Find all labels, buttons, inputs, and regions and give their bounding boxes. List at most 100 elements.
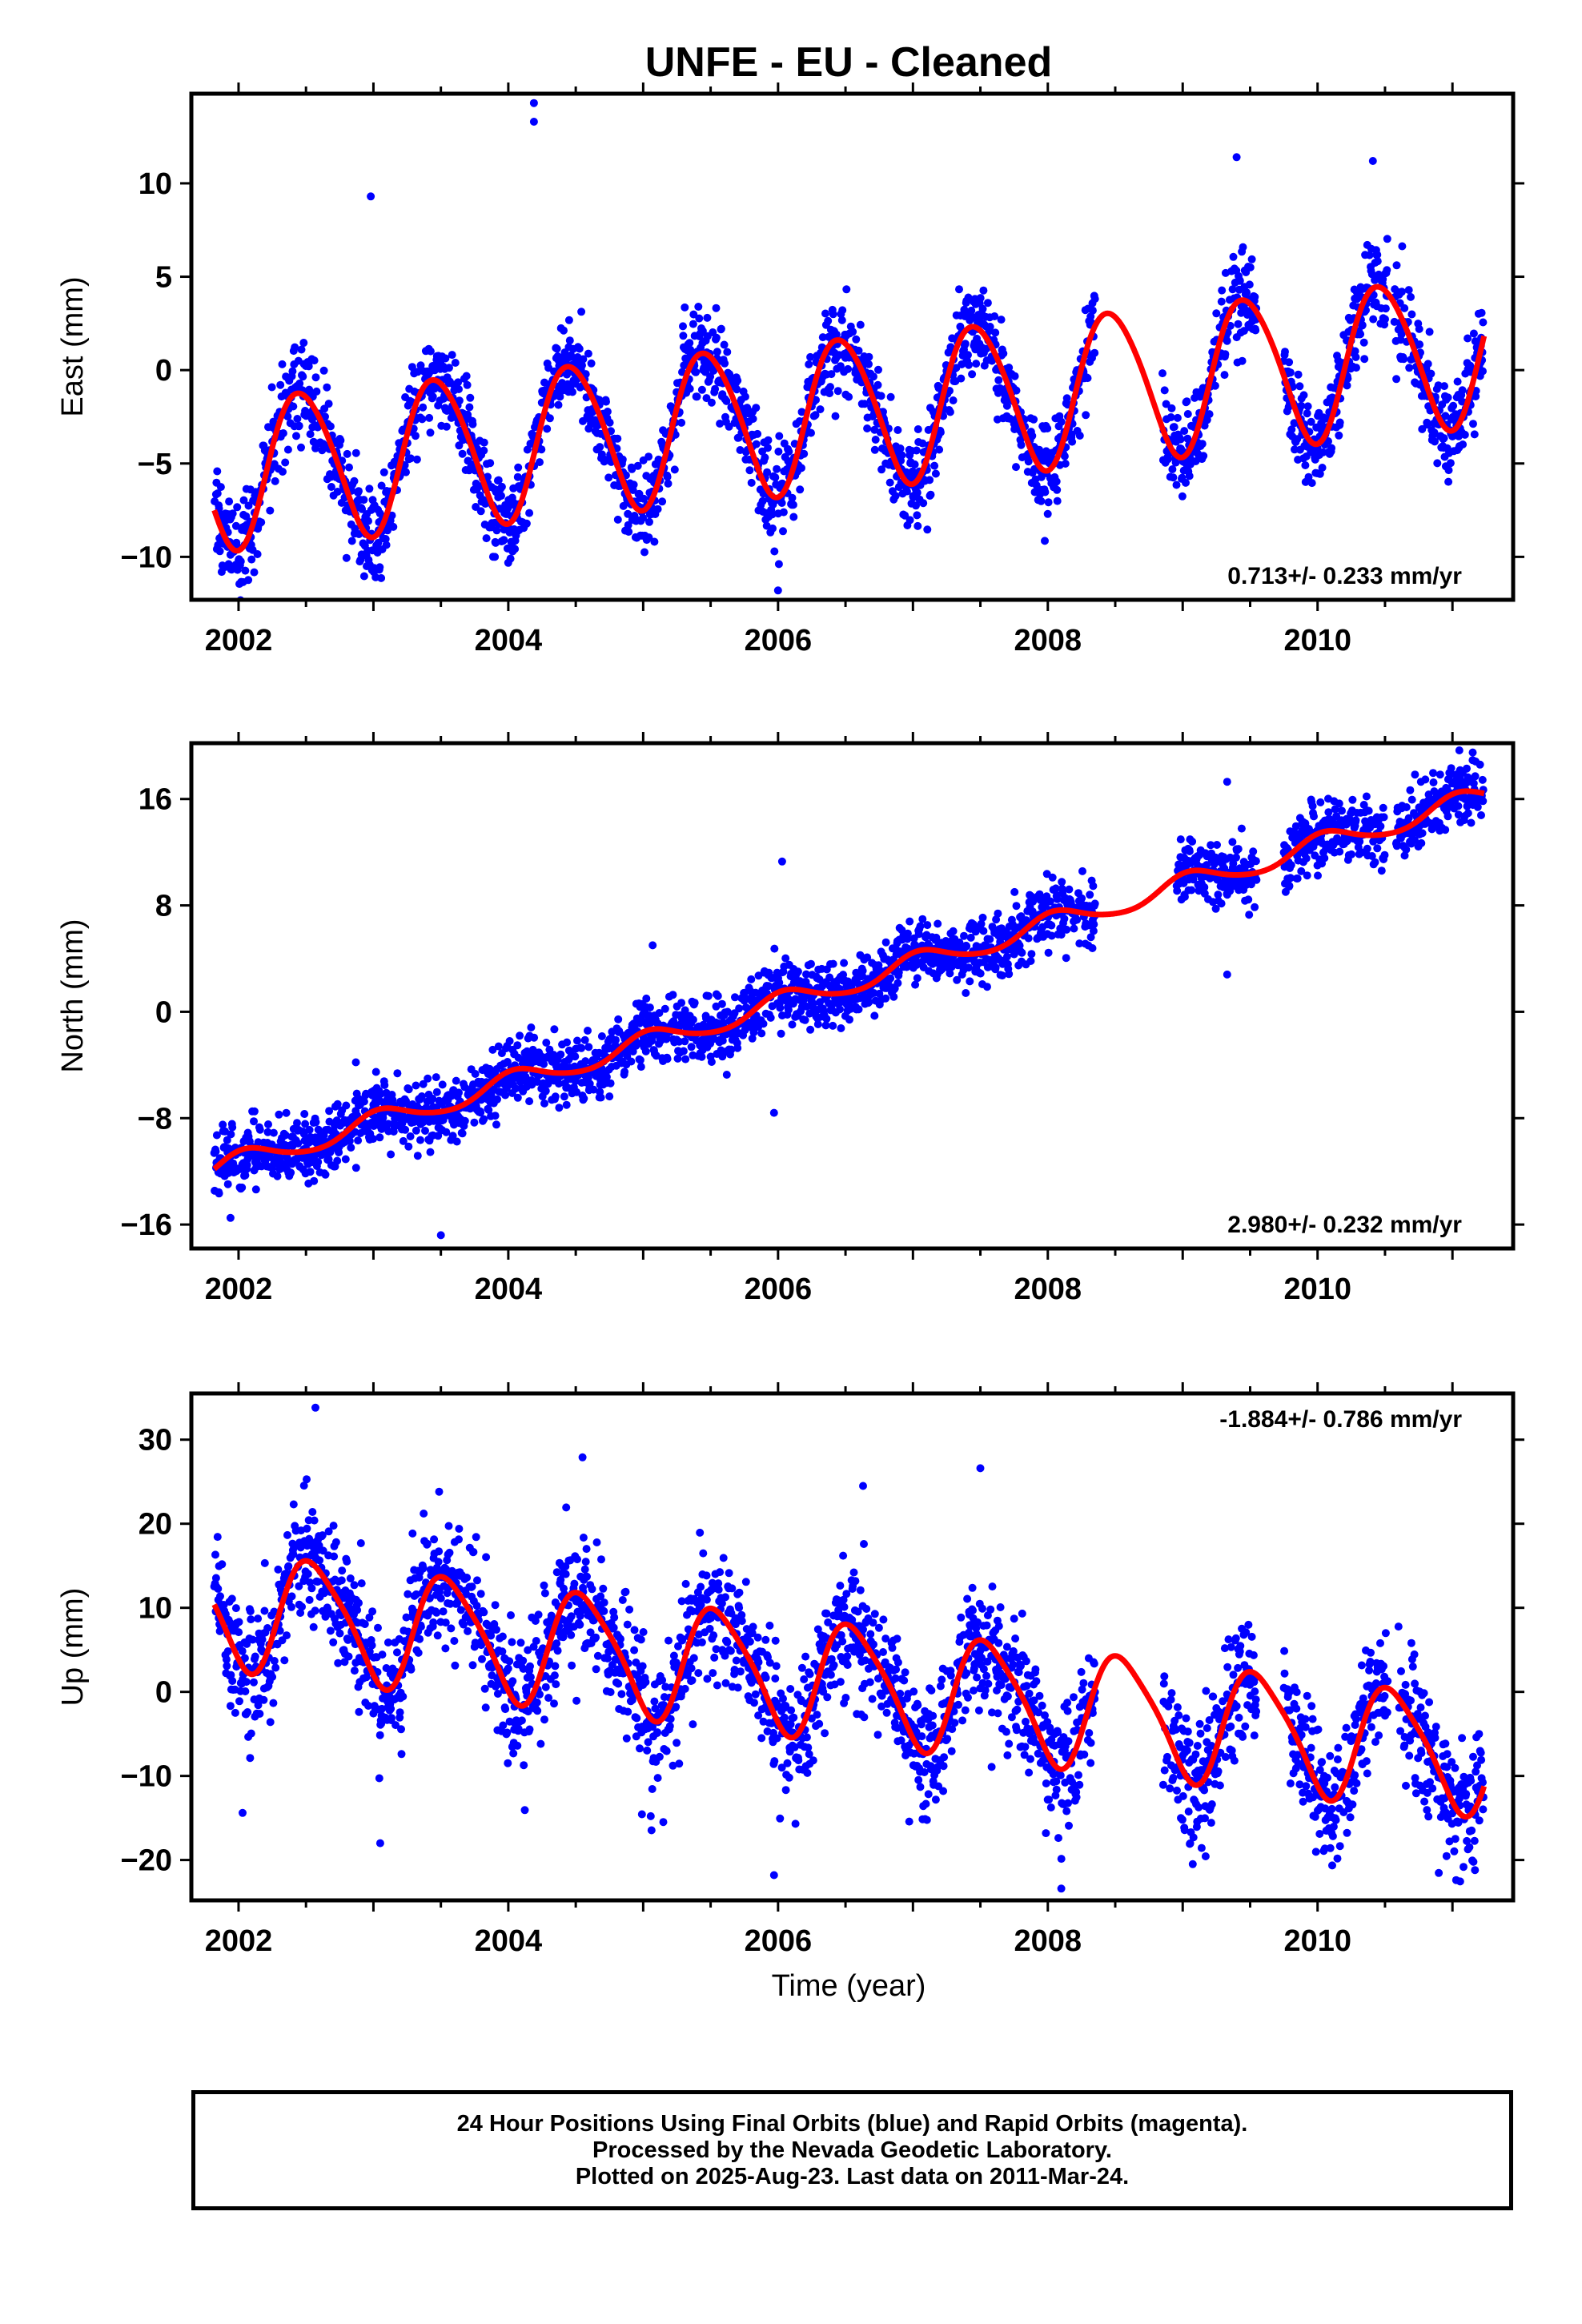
data-point — [351, 1164, 360, 1172]
data-point — [573, 1036, 581, 1045]
data-point — [1082, 411, 1090, 420]
data-point — [1365, 251, 1374, 259]
data-point — [455, 396, 464, 405]
data-point — [1172, 480, 1181, 489]
data-point — [266, 506, 275, 515]
x-tick-label: 2010 — [1283, 624, 1351, 657]
data-point — [707, 1058, 716, 1066]
data-point — [877, 392, 885, 400]
data-point — [333, 1156, 342, 1165]
data-point — [513, 1093, 522, 1102]
data-point — [966, 977, 974, 986]
data-point — [930, 461, 939, 470]
data-point — [886, 974, 895, 983]
data-point — [377, 573, 386, 582]
data-point — [837, 316, 846, 324]
data-point — [1405, 364, 1414, 372]
data-point — [278, 360, 287, 368]
data-point — [1073, 915, 1082, 924]
data-point — [1088, 944, 1097, 952]
data-point — [679, 1047, 688, 1055]
data-point-outlier — [491, 553, 500, 561]
data-point — [733, 1043, 742, 1052]
data-point — [537, 445, 546, 454]
data-point — [236, 557, 245, 565]
data-point — [540, 1099, 548, 1108]
data-point — [251, 1185, 260, 1194]
data-point — [825, 389, 834, 398]
data-point — [976, 969, 985, 978]
data-point — [1381, 304, 1390, 313]
data-point — [418, 415, 427, 424]
data-point — [1358, 321, 1367, 329]
data-point — [1060, 452, 1069, 460]
data-point — [293, 1119, 301, 1128]
data-point — [365, 485, 374, 493]
data-point — [1441, 412, 1450, 420]
data-point — [1005, 970, 1014, 979]
data-point — [1232, 853, 1240, 862]
data-point — [560, 1092, 568, 1101]
data-point — [873, 380, 882, 389]
data-point — [1470, 430, 1479, 439]
data-point — [1335, 847, 1344, 856]
data-point — [962, 942, 971, 951]
data-point — [1427, 369, 1435, 378]
data-point — [305, 1125, 314, 1134]
data-point — [865, 998, 873, 1007]
data-point — [690, 999, 699, 1007]
data-point — [321, 412, 329, 421]
data-point — [1371, 858, 1379, 866]
data-point — [562, 1100, 571, 1109]
data-point — [628, 464, 636, 473]
data-point — [1381, 315, 1389, 324]
data-point — [1458, 386, 1467, 395]
data-point — [501, 1091, 510, 1100]
data-point — [556, 1050, 565, 1059]
data-point — [852, 335, 861, 344]
data-point — [788, 493, 797, 502]
data-point — [1221, 350, 1230, 359]
data-point — [225, 497, 234, 506]
data-point — [1010, 887, 1019, 896]
data-point — [300, 1110, 309, 1118]
data-point — [242, 512, 251, 521]
data-point — [789, 501, 797, 509]
data-point — [1217, 899, 1226, 908]
data-point — [840, 959, 849, 967]
data-point — [354, 1136, 363, 1145]
data-point — [1030, 415, 1038, 424]
data-point — [640, 494, 648, 503]
data-point — [821, 309, 829, 318]
data-point — [770, 547, 779, 556]
data-point — [1244, 895, 1253, 904]
data-point — [983, 983, 991, 991]
data-point — [913, 425, 922, 433]
data-point — [588, 408, 596, 416]
data-point — [1078, 894, 1086, 903]
x-tick-label: 2008 — [1014, 624, 1082, 657]
data-point — [1327, 444, 1336, 452]
data-point — [342, 553, 351, 562]
data-point — [849, 328, 857, 336]
data-point — [865, 352, 873, 361]
data-point — [584, 1043, 593, 1051]
y-tick-label: 0 — [155, 354, 172, 388]
data-point — [1158, 369, 1166, 378]
data-point — [916, 922, 925, 931]
data-point — [1217, 297, 1226, 306]
data-point — [428, 392, 437, 401]
data-point — [597, 1032, 606, 1040]
data-point — [605, 418, 614, 427]
data-point — [1251, 326, 1260, 335]
data-point — [375, 1133, 384, 1142]
data-point — [466, 393, 475, 402]
data-point — [806, 352, 815, 361]
data-point — [886, 392, 895, 401]
data-point-outlier — [1223, 778, 1231, 786]
data-point — [711, 384, 720, 393]
data-point — [223, 1180, 232, 1188]
data-point — [773, 464, 781, 473]
data-point — [401, 1125, 410, 1134]
data-point — [1411, 770, 1419, 779]
